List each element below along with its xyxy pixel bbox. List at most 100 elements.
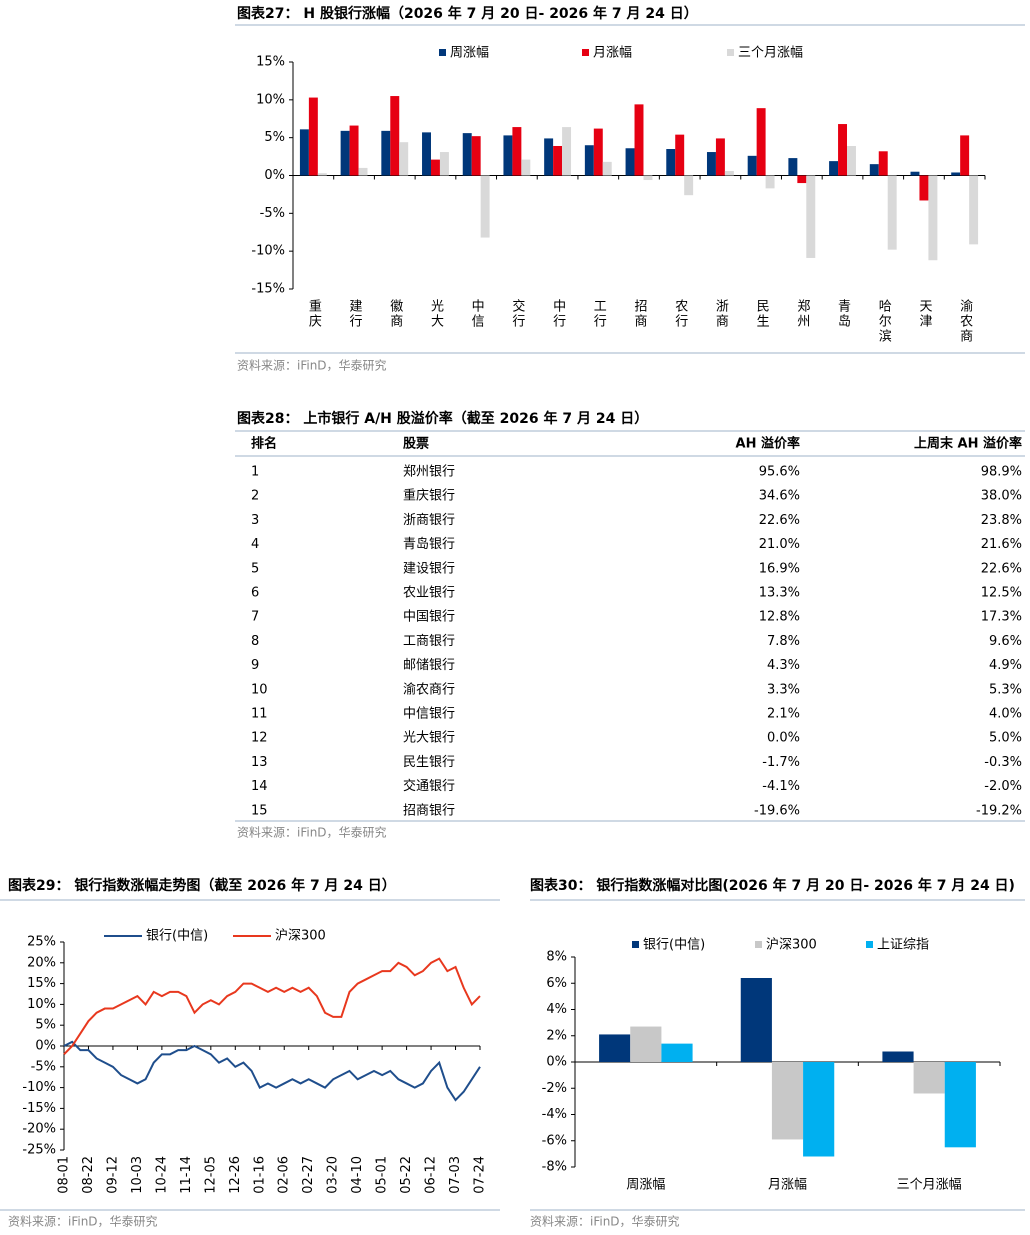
table-cell: 12.8% — [759, 610, 800, 625]
bar — [806, 175, 816, 258]
table-cell: 16.9% — [759, 561, 800, 576]
chart-title: 图表27： H 股银行涨幅（2026 年 7 月 20 日- 2026 年 7 … — [237, 5, 698, 22]
x-tick-label: 民生 — [754, 299, 770, 329]
x-tick-label: 建行 — [347, 299, 363, 329]
table-cell: -0.3% — [984, 755, 1022, 770]
x-tick-label: 08-22 — [81, 1156, 96, 1194]
x-tick-label: 周涨幅 — [626, 1178, 665, 1193]
bar — [847, 145, 856, 176]
table-cell: 13 — [251, 755, 268, 770]
table-cell: 9 — [251, 658, 259, 673]
bar — [593, 128, 603, 176]
bar — [349, 125, 359, 176]
bar — [430, 159, 440, 176]
table-cell: 建设银行 — [403, 561, 455, 576]
line-series — [63, 1040, 481, 1102]
y-tick-label: 0% — [264, 168, 285, 183]
x-tick-label: 09-12 — [105, 1156, 120, 1194]
table-header: 排名 — [251, 436, 277, 452]
x-tick-label: 08-01 — [57, 1156, 72, 1194]
y-tick-label: -20% — [22, 1122, 56, 1137]
x-tick-label: 01-16 — [252, 1156, 267, 1194]
table-cell: -19.2% — [976, 803, 1022, 818]
y-tick-label: 5% — [264, 130, 285, 145]
y-tick-label: -15% — [22, 1101, 56, 1116]
bar — [317, 173, 327, 176]
y-tick-label: -15% — [251, 282, 285, 297]
bar — [471, 136, 481, 176]
table-cell: 光大银行 — [403, 731, 455, 746]
table-cell: 17.3% — [981, 610, 1022, 625]
table-cell: 4.9% — [989, 658, 1022, 673]
table-cell: -4.1% — [762, 779, 800, 794]
x-tick-label: 天津 — [916, 299, 932, 329]
bar — [951, 172, 961, 176]
legend-swatch — [582, 49, 589, 56]
bar — [913, 1062, 945, 1094]
bar — [390, 96, 400, 176]
x-tick-label: 三个月涨幅 — [897, 1178, 962, 1193]
x-tick-label: 月涨幅 — [768, 1178, 807, 1193]
bar — [544, 138, 554, 176]
x-tick-label: 哈尔滨 — [876, 299, 892, 344]
bar — [299, 129, 309, 176]
table-cell: 12 — [251, 731, 268, 746]
legend-label: 沪深300 — [275, 928, 326, 944]
x-tick-label: 渝农商 — [957, 298, 973, 344]
table-cell: 11 — [251, 707, 268, 722]
source: 资料来源：iFinD，华泰研究 — [237, 358, 387, 373]
table-cell: 重庆银行 — [403, 488, 455, 504]
y-tick-label: 0% — [35, 1039, 56, 1054]
bar — [715, 138, 725, 176]
legend-swatch — [632, 941, 639, 948]
bar — [765, 175, 775, 189]
table-cell: 23.8% — [981, 513, 1022, 528]
table-cell: 2 — [251, 489, 259, 504]
table-cell: 6 — [251, 586, 259, 601]
y-tick-label: -10% — [251, 244, 285, 259]
legend-label: 月涨幅 — [593, 46, 632, 61]
x-tick-label: 中行 — [550, 299, 566, 329]
table-header: 股票 — [403, 436, 429, 452]
source: 资料来源：iFinD，华泰研究 — [8, 1214, 158, 1229]
line-series — [63, 957, 481, 1056]
x-tick-label: 青岛 — [835, 299, 851, 329]
chart-title: 图表29： 银行指数涨幅走势图（截至 2026 年 7 月 24 日） — [8, 877, 396, 894]
table-cell: 9.6% — [989, 634, 1022, 649]
table-cell: 38.0% — [981, 489, 1022, 504]
x-tick-label: 03-20 — [326, 1156, 341, 1194]
table-cell: 22.6% — [981, 561, 1022, 576]
x-tick-label: 重庆 — [306, 298, 322, 329]
table-cell: 农业银行 — [403, 586, 455, 601]
y-tick-label: -10% — [22, 1080, 56, 1095]
table-cell: 34.6% — [759, 489, 800, 504]
table-cell: 民生银行 — [403, 755, 455, 770]
bar — [928, 175, 938, 261]
table-cell: 4.0% — [989, 707, 1022, 722]
bar — [625, 148, 635, 176]
table-header: 上周末 AH 溢价率 — [914, 436, 1022, 452]
bar — [399, 142, 409, 176]
bar — [675, 134, 685, 176]
bar — [788, 158, 798, 176]
table-cell: -19.6% — [754, 803, 800, 818]
table-cell: 浙商银行 — [403, 513, 455, 528]
bar — [724, 170, 734, 176]
bar — [630, 1026, 662, 1062]
table-cell: 5.0% — [989, 731, 1022, 746]
bar — [422, 132, 431, 176]
table-cell: 中国银行 — [403, 610, 455, 625]
table-cell: 3.3% — [767, 682, 800, 697]
x-tick-label: 05-01 — [375, 1156, 390, 1194]
bar — [960, 135, 970, 176]
bar — [747, 155, 757, 176]
table-cell: 青岛银行 — [403, 536, 455, 552]
bar — [562, 127, 572, 176]
bar — [340, 130, 350, 176]
bar — [584, 145, 594, 176]
table-cell: 98.9% — [981, 465, 1022, 480]
legend-label: 上证综指 — [877, 938, 929, 953]
bar — [512, 127, 522, 176]
table-cell: 5 — [251, 561, 259, 576]
x-tick-label: 06-12 — [424, 1156, 439, 1194]
